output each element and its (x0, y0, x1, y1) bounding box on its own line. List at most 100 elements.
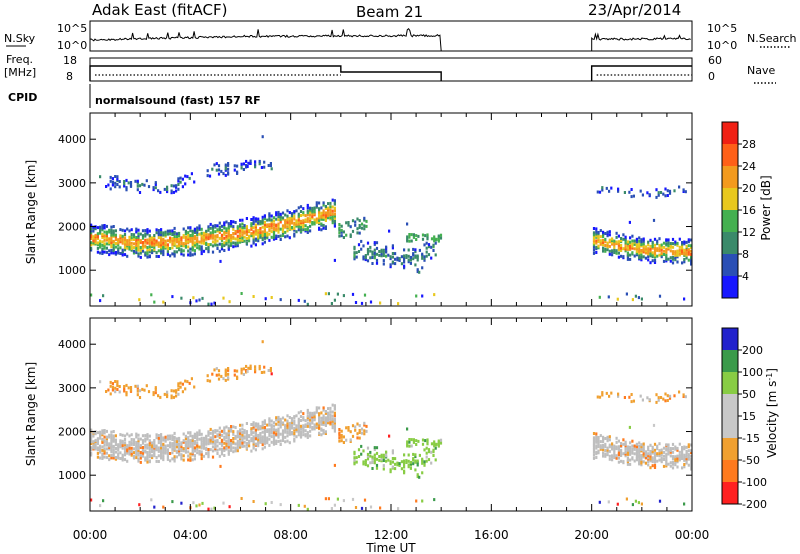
range-cell (150, 293, 153, 297)
range-cell (166, 444, 169, 448)
range-cell (311, 413, 314, 417)
range-cell (373, 458, 376, 462)
range-cell (211, 439, 215, 443)
range-cell (180, 250, 183, 254)
range-cell (362, 462, 365, 466)
range-cell (166, 452, 169, 456)
range-cell (629, 452, 632, 456)
range-cell (682, 393, 685, 397)
range-cell (191, 233, 194, 237)
range-cell (592, 251, 596, 255)
range-cell (136, 384, 139, 388)
range-cell (241, 218, 244, 222)
range-cell (277, 435, 280, 439)
range-cell (268, 433, 271, 437)
range-cell (391, 244, 394, 248)
range-cell (642, 444, 645, 448)
range-cell (160, 237, 163, 241)
range-cell (597, 449, 600, 453)
range-cell (295, 219, 298, 223)
range-cell (275, 223, 278, 227)
range-cell (624, 237, 627, 241)
range-cell (254, 424, 257, 428)
range-cell (360, 444, 363, 448)
range-cell (138, 191, 142, 194)
range-cell (638, 441, 641, 445)
range-cell (160, 228, 163, 232)
range-cell (254, 428, 257, 432)
range-cell (606, 439, 609, 443)
range-cell (200, 238, 203, 242)
range-cell (360, 506, 364, 510)
range-cell (279, 238, 282, 241)
range-cell (173, 443, 176, 447)
range-cell (281, 434, 285, 438)
range-cell (373, 447, 376, 451)
range-cell (407, 258, 410, 262)
range-cell (234, 229, 237, 233)
range-cell (667, 451, 670, 455)
range-cell (400, 255, 403, 259)
range-cell (94, 438, 97, 442)
range-cell (227, 247, 230, 251)
range-cell (281, 216, 285, 220)
range-cell (196, 233, 199, 237)
range-cell (218, 236, 221, 240)
range-cell (424, 234, 427, 238)
range-cell (220, 429, 224, 433)
range-cell (288, 226, 291, 230)
range-cell (342, 236, 345, 239)
range-cell (313, 210, 316, 214)
range-cell (103, 226, 106, 230)
range-cell (182, 447, 185, 451)
range-cell (214, 230, 217, 234)
range-cell (382, 259, 385, 263)
range-cell (135, 244, 138, 248)
range-cell (674, 251, 677, 255)
range-cell (410, 239, 413, 243)
range-cell (599, 447, 602, 451)
range-cell (153, 439, 156, 442)
range-cell (624, 450, 627, 454)
range-cell (155, 228, 158, 232)
range-cell (232, 450, 235, 454)
range-cell (257, 426, 260, 430)
range-cell (263, 422, 266, 426)
range-cell (160, 230, 163, 234)
range-cell (164, 245, 167, 249)
range-cell (103, 449, 106, 453)
range-cell (418, 248, 421, 252)
range-cell (660, 453, 663, 457)
range-cell (309, 425, 312, 429)
range-cell (148, 443, 151, 447)
range-cell (233, 164, 236, 168)
range-cell (293, 221, 296, 225)
range-cell (414, 455, 417, 459)
range-cell (211, 441, 215, 445)
range-cell (435, 237, 438, 241)
range-cell (671, 460, 675, 464)
range-cell (126, 451, 129, 455)
range-cell (216, 239, 219, 243)
range-cell (306, 433, 309, 437)
range-cell (202, 454, 206, 458)
range-cell (279, 218, 282, 221)
range-cell (605, 186, 608, 190)
range-cell (173, 441, 176, 445)
range-cell (154, 181, 157, 185)
range-cell (227, 429, 230, 433)
range-cell (173, 431, 176, 435)
range-cell (651, 259, 654, 263)
range-cell (389, 468, 392, 472)
range-cell (141, 241, 145, 244)
range-cell (171, 444, 174, 448)
range-cell (137, 451, 140, 455)
range-cell (252, 216, 255, 220)
range-cell (629, 445, 632, 449)
range-cell (358, 436, 361, 440)
range-cell (674, 253, 677, 257)
range-cell (191, 253, 194, 257)
range-cell (254, 370, 257, 374)
range-cell (299, 424, 303, 428)
range-cell (617, 189, 620, 193)
